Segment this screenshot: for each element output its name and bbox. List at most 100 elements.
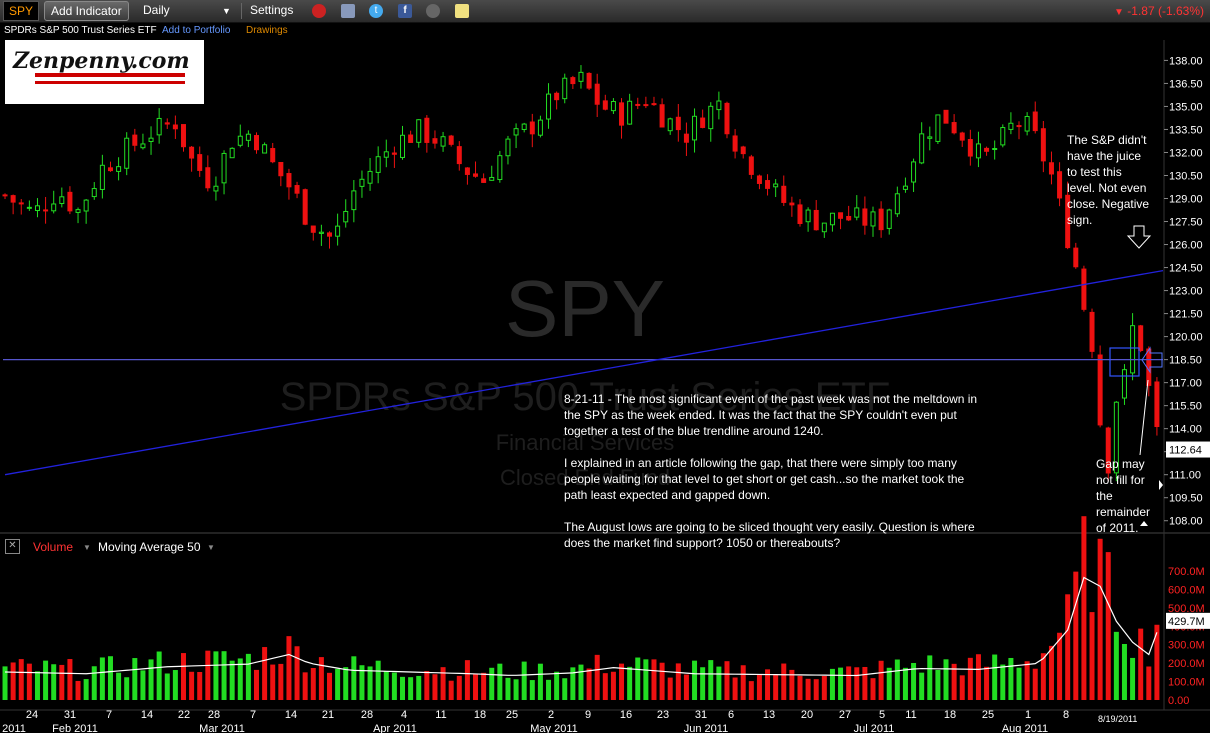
- volume-bar: [716, 666, 722, 700]
- candle-body: [984, 147, 990, 152]
- date-tick-label: 25: [506, 709, 518, 721]
- candle-body: [756, 175, 762, 184]
- last-price-label: 112.64: [1169, 445, 1202, 457]
- candle-body: [1032, 111, 1038, 132]
- candle-body: [1081, 268, 1087, 310]
- volume-bar: [927, 655, 933, 700]
- candle-body: [586, 72, 592, 89]
- candle-body: [505, 138, 511, 157]
- volume-bar: [432, 674, 438, 700]
- volume-bar: [294, 646, 300, 700]
- candle-body: [2, 194, 8, 197]
- candle-body: [440, 136, 446, 147]
- date-tick-label: 4: [401, 709, 407, 721]
- volume-bar: [1024, 661, 1030, 700]
- volume-bar: [91, 666, 97, 700]
- volume-bar: [481, 672, 487, 700]
- annotation-commentary: 8-21-11 - The most significant event of …: [564, 392, 978, 550]
- month-label: Jun 2011: [684, 723, 728, 733]
- facebook-icon[interactable]: f: [398, 4, 412, 18]
- price-tick-label: 108.00: [1169, 516, 1203, 528]
- volume-bar: [578, 664, 584, 700]
- candle-body: [886, 209, 892, 229]
- candle-body: [132, 134, 138, 146]
- candle-body: [537, 119, 543, 136]
- candle-body: [862, 208, 868, 226]
- volume-bar: [659, 662, 665, 700]
- month-label: 2011: [2, 723, 26, 733]
- volume-bar: [919, 672, 925, 700]
- scroll-right-icon: [1159, 480, 1163, 490]
- date-tick-label: 21: [322, 709, 334, 721]
- symbol-input[interactable]: SPY: [3, 1, 39, 21]
- volume-bar: [1032, 668, 1038, 700]
- volume-bar: [789, 669, 795, 700]
- add-to-portfolio-link[interactable]: Add to Portfolio: [162, 25, 231, 36]
- volume-bar: [805, 678, 811, 700]
- candle-body: [34, 205, 40, 212]
- candle-body: [870, 211, 876, 227]
- volume-bar: [675, 663, 681, 700]
- candle-body: [286, 173, 292, 188]
- candle-body: [221, 152, 227, 184]
- candle-body: [156, 117, 162, 136]
- last-price-box: [1166, 441, 1210, 458]
- volume-bar: [594, 654, 600, 700]
- volume-bar: [570, 667, 576, 700]
- candle-body: [1089, 311, 1095, 352]
- period-select[interactable]: Daily: [143, 3, 170, 17]
- binoculars-icon[interactable]: [426, 4, 440, 18]
- date-tick-label: 16: [620, 709, 632, 721]
- candle-body: [846, 215, 852, 221]
- candle-body: [829, 212, 835, 226]
- volume-bar: [1154, 624, 1160, 700]
- watermark-symbol: SPY: [505, 264, 665, 353]
- add-indicator-button[interactable]: Add Indicator: [44, 1, 129, 21]
- candle-body: [43, 209, 49, 212]
- price-change: ▼ -1.87 (-1.63%): [1114, 4, 1204, 18]
- volume-bar: [586, 668, 592, 700]
- chevron-down-icon[interactable]: ▼: [207, 543, 215, 552]
- left-arrow-icon: [1141, 346, 1163, 374]
- candle-body: [675, 116, 681, 131]
- volume-bar: [132, 658, 138, 700]
- chevron-down-icon[interactable]: ▼: [222, 6, 231, 16]
- close-icon[interactable]: ✕: [5, 539, 20, 554]
- date-tick-label: 18: [944, 709, 956, 721]
- chevron-down-icon[interactable]: ▼: [83, 543, 91, 552]
- volume-bar: [253, 669, 259, 700]
- volume-bar: [75, 680, 81, 700]
- candle-body: [602, 100, 608, 110]
- volume-tick-label: 600.0M: [1168, 584, 1205, 596]
- alarm-clock-icon[interactable]: [312, 4, 326, 18]
- candle-body: [1097, 354, 1103, 426]
- candle-body: [10, 195, 16, 203]
- candle-body: [683, 133, 689, 143]
- last-volume-box: [1166, 612, 1210, 629]
- notebook-icon[interactable]: [341, 4, 355, 18]
- candle-body: [635, 103, 641, 106]
- candle-body: [391, 152, 397, 155]
- candle-body: [692, 115, 698, 141]
- candle-body: [302, 189, 308, 225]
- annotation-gap-note: Gap may not fill for the remainder of 20…: [1096, 457, 1151, 535]
- date-tick-label: 14: [141, 709, 153, 721]
- volume-bar: [197, 671, 203, 700]
- volume-bar: [1081, 516, 1087, 700]
- settings-button[interactable]: Settings: [250, 3, 294, 17]
- candle-body: [1024, 115, 1030, 132]
- date-tick-label: 13: [763, 709, 775, 721]
- candle-body: [789, 202, 795, 206]
- volume-bar: [18, 659, 24, 700]
- volume-bar: [270, 664, 276, 700]
- volume-bar: [846, 666, 852, 700]
- twitter-icon[interactable]: t: [369, 4, 383, 18]
- sticky-note-icon[interactable]: [455, 4, 469, 18]
- volume-bar: [1040, 653, 1046, 700]
- volume-bar: [627, 666, 633, 700]
- month-label: Feb 2011: [52, 723, 98, 733]
- price-tick-label: 135.00: [1169, 101, 1203, 113]
- drawings-link[interactable]: Drawings: [246, 25, 288, 36]
- candle-body: [919, 133, 925, 164]
- date-tick-label: 11: [435, 709, 446, 721]
